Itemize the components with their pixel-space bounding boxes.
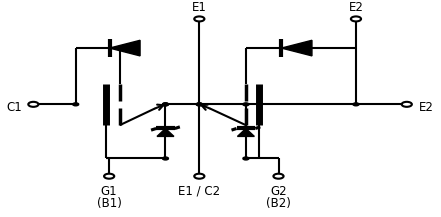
Polygon shape <box>109 40 140 56</box>
Polygon shape <box>237 128 254 136</box>
Circle shape <box>73 103 78 106</box>
Circle shape <box>243 103 249 106</box>
Circle shape <box>196 103 202 106</box>
Text: E1: E1 <box>192 1 207 14</box>
Polygon shape <box>281 40 312 56</box>
Circle shape <box>243 157 249 160</box>
Polygon shape <box>157 128 174 136</box>
Circle shape <box>162 157 168 160</box>
Circle shape <box>402 102 412 107</box>
Text: (B1): (B1) <box>97 197 122 210</box>
Text: (B2): (B2) <box>266 197 291 210</box>
Circle shape <box>162 103 168 106</box>
Text: E1 / C2: E1 / C2 <box>178 184 220 197</box>
Circle shape <box>351 16 361 21</box>
Circle shape <box>353 103 359 106</box>
Circle shape <box>162 103 168 106</box>
Circle shape <box>104 174 114 179</box>
Text: E2: E2 <box>348 1 363 14</box>
Circle shape <box>194 16 205 21</box>
Text: G2: G2 <box>270 184 287 197</box>
Circle shape <box>196 103 202 106</box>
Circle shape <box>273 174 284 179</box>
Text: C1: C1 <box>7 101 22 114</box>
Text: E2: E2 <box>419 101 434 114</box>
Circle shape <box>28 102 38 107</box>
Text: G1: G1 <box>101 184 117 197</box>
Circle shape <box>194 174 205 179</box>
